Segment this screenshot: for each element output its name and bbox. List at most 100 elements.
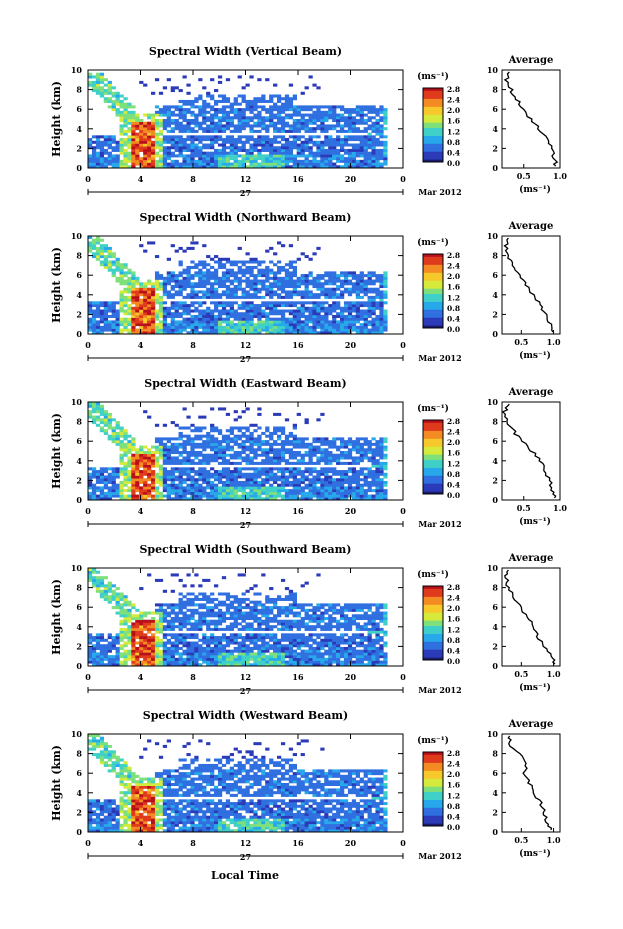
heatmap-cell — [194, 494, 199, 498]
heatmap-cell — [107, 434, 112, 438]
heatmap-cell — [300, 440, 305, 444]
heatmap-cell — [237, 165, 242, 169]
heatmap-cell — [383, 293, 388, 297]
heatmap-cell — [221, 99, 227, 103]
heatmap-cell — [237, 260, 242, 264]
heatmap-cell — [312, 157, 317, 161]
heatmap-cell — [194, 241, 199, 245]
heatmap-cell — [308, 453, 313, 457]
heatmap-cell — [241, 279, 246, 283]
heatmap-cell — [103, 429, 108, 433]
heatmap-cell — [237, 279, 242, 283]
heatmap-cell — [111, 148, 116, 152]
heatmap-cell — [363, 304, 368, 308]
heatmap-cell — [174, 274, 179, 278]
heatmap-cell — [347, 151, 353, 155]
heatmap-cell — [343, 276, 349, 280]
heatmap-cell — [131, 301, 136, 305]
heatmap-cell — [229, 165, 234, 169]
heatmap-cell — [147, 328, 152, 332]
heatmap-cell — [269, 331, 274, 335]
heatmap-cell — [107, 301, 112, 305]
heatmap-cell — [143, 285, 148, 289]
heatmap-cell — [103, 83, 108, 87]
heatmap-cell — [217, 431, 223, 435]
heatmap-cell — [217, 151, 223, 155]
heatmap-cell — [304, 295, 309, 299]
heatmap-cell — [277, 140, 282, 144]
heatmap-cell — [99, 312, 105, 316]
heatmap-cell — [194, 135, 199, 139]
heatmap-cell — [135, 301, 140, 305]
heatmap-cell — [320, 124, 325, 128]
heatmap-cell — [190, 478, 195, 482]
heatmap-cell — [127, 464, 132, 468]
heatmap-cell — [273, 159, 278, 163]
heatmap-cell — [355, 279, 360, 283]
heatmap-cell — [206, 287, 211, 291]
heatmap-cell — [304, 154, 309, 158]
heatmap-cell — [166, 440, 171, 444]
heatmap-cell — [328, 113, 333, 117]
heatmap-cell — [292, 478, 297, 482]
heatmap-cell — [383, 113, 388, 117]
heatmap-cell — [194, 282, 199, 286]
heatmap-cell — [280, 475, 286, 479]
x-tick-label: 12 — [240, 506, 251, 516]
heatmap-cell — [151, 151, 156, 155]
heatmap-cell — [320, 151, 325, 155]
heatmap-cell — [347, 159, 353, 163]
heatmap-cell — [143, 129, 148, 133]
heatmap-cell — [91, 663, 97, 667]
heatmap-cell — [300, 309, 305, 313]
heatmap-cell — [225, 285, 231, 289]
heatmap-cell — [253, 102, 258, 106]
heatmap-cell — [135, 113, 140, 117]
heatmap-cell — [115, 309, 120, 313]
heatmap-cell — [328, 165, 333, 169]
heatmap-cell — [300, 486, 305, 490]
heatmap-cell — [300, 453, 305, 457]
heatmap-cell — [174, 162, 179, 166]
heatmap-cell — [265, 440, 270, 444]
heatmap-cell — [312, 159, 317, 163]
heatmap-cell — [296, 470, 301, 474]
heatmap-cell — [103, 304, 108, 308]
heatmap-cell — [107, 633, 112, 637]
heatmap-cell — [269, 110, 274, 114]
heatmap-cell — [214, 306, 219, 310]
heatmap-cell — [367, 105, 372, 109]
heatmap-cell — [115, 331, 120, 335]
heatmap-cell — [166, 78, 171, 82]
heatmap-cell — [206, 255, 211, 259]
heatmap-cell — [91, 320, 97, 324]
heatmap-cell — [131, 306, 136, 310]
heatmap-cell — [135, 276, 140, 280]
heatmap-cell — [202, 328, 207, 332]
heatmap-cell — [261, 135, 266, 139]
heatmap-cell — [95, 655, 101, 659]
heatmap-cell — [174, 304, 179, 308]
heatmap-cell — [280, 162, 286, 166]
heatmap-cell — [166, 165, 171, 169]
heatmap-cell — [332, 108, 337, 112]
heatmap-cell — [91, 162, 97, 166]
heatmap-cell — [273, 127, 278, 131]
heatmap-cell — [363, 146, 368, 150]
heatmap-cell — [312, 165, 317, 169]
heatmap-cell — [88, 236, 93, 240]
heatmap-cell — [123, 445, 128, 449]
heatmap-cell — [320, 290, 325, 294]
heatmap-cell — [143, 314, 148, 318]
heatmap-cell — [88, 165, 93, 169]
heatmap-cell — [296, 129, 301, 133]
heatmap-cell — [147, 279, 152, 283]
heatmap-cell — [210, 124, 215, 128]
heatmap-cell — [95, 331, 101, 335]
heatmap-cell — [233, 110, 238, 114]
heatmap-cell — [111, 309, 116, 313]
heatmap-cell — [316, 279, 321, 283]
heatmap-cell — [217, 440, 223, 444]
heatmap-cell — [198, 453, 203, 457]
x-tick-label: 0.5 — [517, 503, 531, 513]
